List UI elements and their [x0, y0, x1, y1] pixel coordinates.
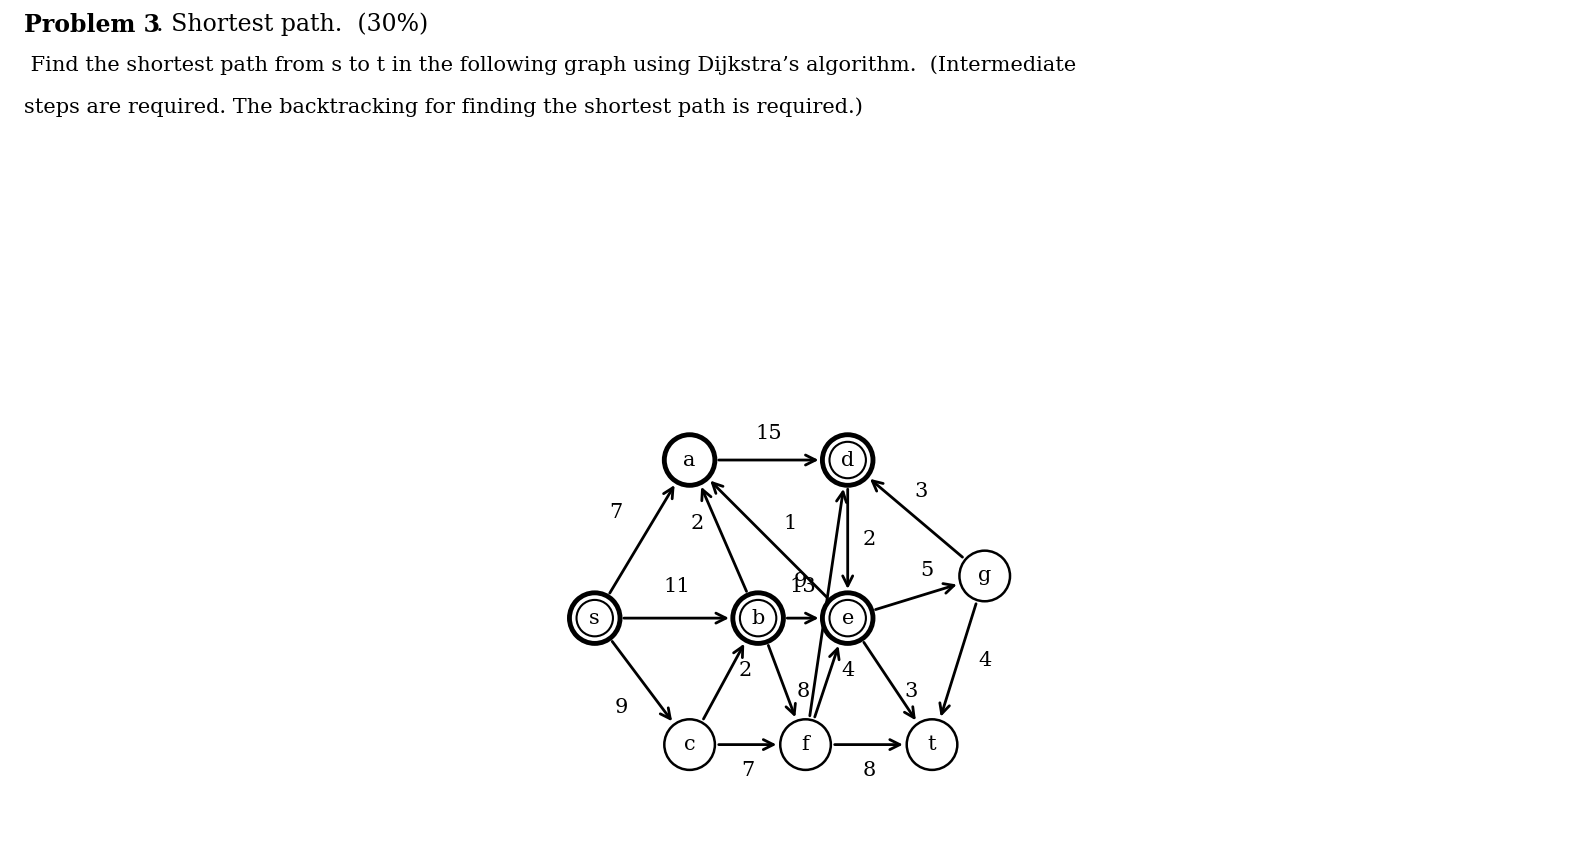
Circle shape [733, 592, 784, 643]
Text: b: b [752, 609, 765, 627]
Text: s: s [590, 609, 599, 627]
Text: 4: 4 [841, 661, 854, 680]
Circle shape [822, 592, 873, 643]
Text: f: f [801, 735, 809, 754]
Text: 8: 8 [862, 762, 876, 780]
Circle shape [569, 592, 620, 643]
Text: 2: 2 [862, 530, 876, 548]
Text: g: g [978, 566, 991, 586]
Text: a: a [684, 450, 696, 469]
Text: steps are required. The backtracking for finding the shortest path is required.): steps are required. The backtracking for… [24, 98, 863, 117]
Text: d: d [841, 450, 854, 469]
Text: 4: 4 [978, 651, 991, 670]
Circle shape [906, 719, 957, 770]
Text: 7: 7 [609, 503, 622, 522]
Text: 11: 11 [663, 577, 690, 596]
Text: Problem 3: Problem 3 [24, 13, 161, 37]
Text: 9: 9 [793, 572, 808, 591]
Text: . Shortest path.  (30%): . Shortest path. (30%) [156, 13, 428, 37]
Text: 8: 8 [797, 683, 809, 701]
Text: t: t [927, 735, 937, 754]
Circle shape [959, 551, 1010, 601]
Text: 3: 3 [914, 482, 929, 501]
Text: 13: 13 [790, 577, 816, 596]
Text: 3: 3 [905, 683, 917, 701]
Text: 9: 9 [614, 698, 628, 717]
Circle shape [665, 719, 716, 770]
Circle shape [781, 719, 832, 770]
Text: Find the shortest path from s to t in the following graph using Dijkstra’s algor: Find the shortest path from s to t in th… [24, 55, 1076, 75]
Text: e: e [841, 609, 854, 627]
Text: 7: 7 [741, 762, 754, 780]
Text: 2: 2 [692, 513, 704, 533]
Text: 2: 2 [738, 661, 752, 680]
Circle shape [822, 434, 873, 485]
Text: 1: 1 [782, 513, 797, 533]
Circle shape [665, 434, 716, 485]
Text: 5: 5 [921, 561, 933, 581]
Text: c: c [684, 735, 695, 754]
Text: 15: 15 [755, 424, 782, 443]
